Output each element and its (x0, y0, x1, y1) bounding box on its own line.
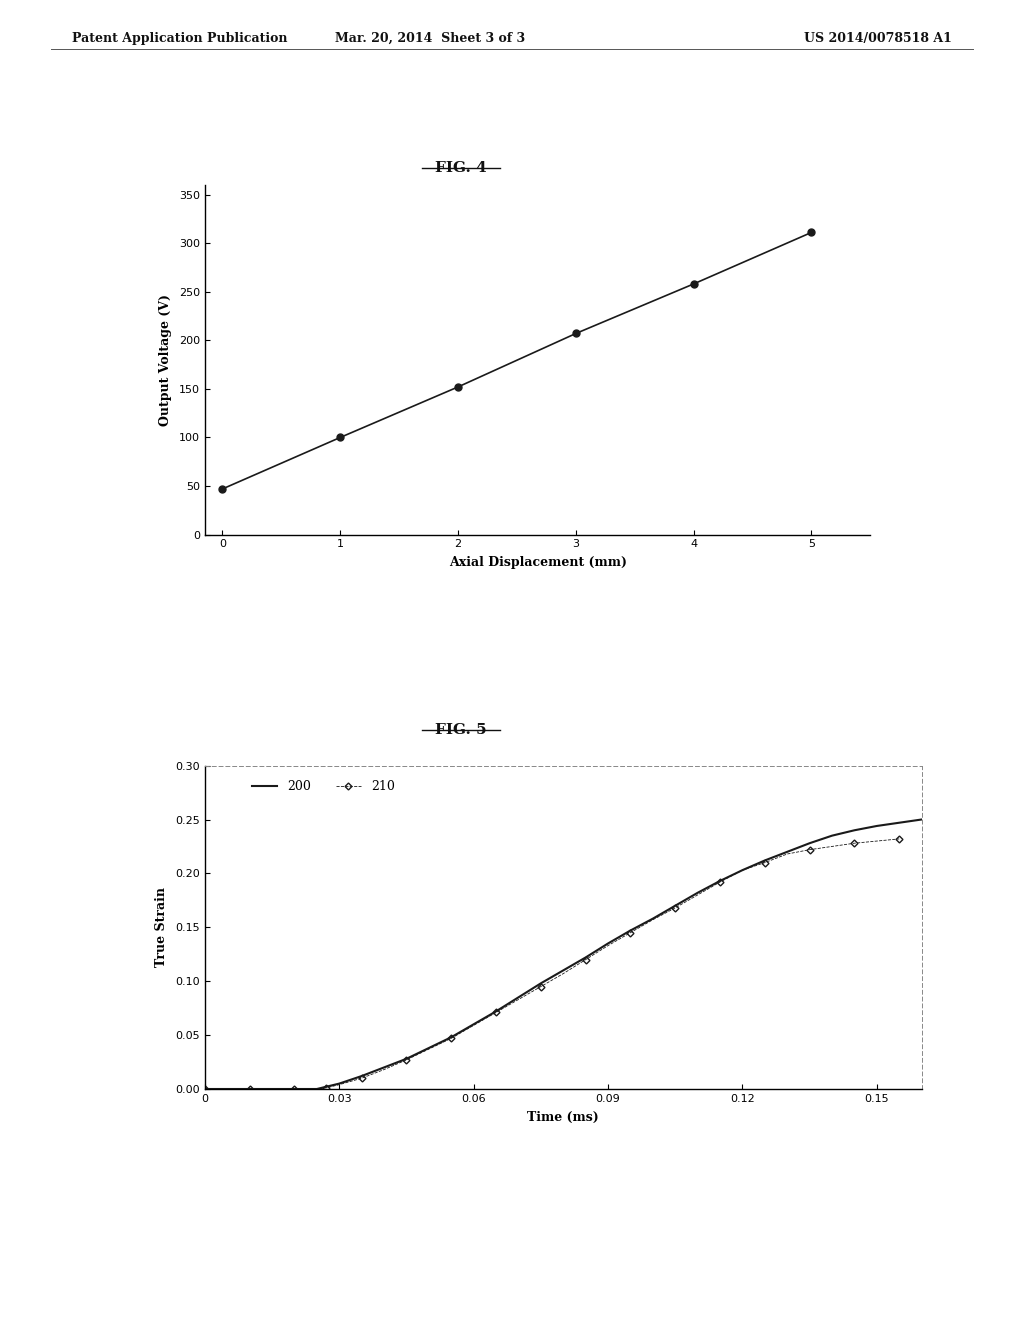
Text: US 2014/0078518 A1: US 2014/0078518 A1 (805, 32, 952, 45)
Text: FIG. 4: FIG. 4 (435, 161, 486, 176)
Y-axis label: True Strain: True Strain (156, 887, 168, 968)
X-axis label: Time (ms): Time (ms) (527, 1111, 599, 1123)
Text: FIG. 5: FIG. 5 (435, 723, 486, 738)
Legend: 200, 210: 200, 210 (247, 775, 399, 799)
Y-axis label: Output Voltage (V): Output Voltage (V) (159, 294, 172, 425)
Text: Patent Application Publication: Patent Application Publication (72, 32, 287, 45)
X-axis label: Axial Displacement (mm): Axial Displacement (mm) (449, 557, 627, 569)
Text: Mar. 20, 2014  Sheet 3 of 3: Mar. 20, 2014 Sheet 3 of 3 (335, 32, 525, 45)
